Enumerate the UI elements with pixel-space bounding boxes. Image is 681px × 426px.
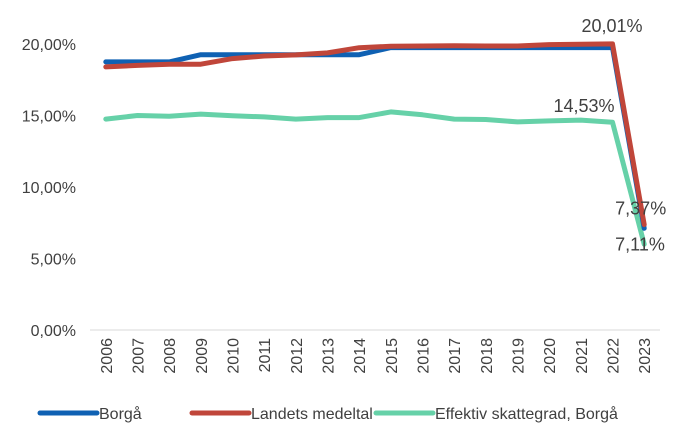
series-line-1 [103,41,647,228]
x-tick-label: 2021 [574,338,591,374]
data-label: 14,53% [554,96,615,116]
x-tick-label: 2011 [257,338,274,373]
x-tick-label: 2006 [99,338,116,374]
x-tick-label: 2019 [511,338,528,374]
x-tick-label: 2008 [162,338,179,374]
x-tick-label: 2013 [321,338,338,374]
legend-label: Effektiv skattegrad, Borgå [435,405,618,423]
x-tick-label: 2015 [384,338,401,374]
series-layer [103,41,647,247]
x-tick-labels: 2006 2007 2008 2009 2010 2011 2012 2013 2014 2015… [99,338,654,374]
x-tick-label: 2023 [637,338,654,374]
y-tick-labels: 0,00% 5,00% 10,00% 15,00% 20,00% [22,37,76,340]
x-tick-label: 2012 [289,338,306,374]
y-tick-label: 10,00% [22,180,76,197]
legend-label: Landets medeltal [251,406,373,423]
legend-label: Borgå [99,405,142,423]
x-tick-label: 2016 [416,338,433,374]
series-line-2 [103,109,647,247]
legend: Borgå Landets medeltal Effektiv skattegrad… [37,405,618,423]
y-tick-label: 5,00% [31,252,76,269]
data-labels: 20,01% 14,53% 7,37% 7,11% [554,16,667,254]
y-tick-label: 15,00% [22,109,76,126]
x-tick-label: 2009 [194,338,211,374]
y-tick-label: 0,00% [31,323,76,340]
data-label: 7,37% [615,199,666,219]
x-tick-label: 2020 [542,338,559,374]
x-tick-label: 2022 [606,338,623,374]
x-tick-label: 2007 [131,338,148,374]
data-label: 20,01% [582,16,643,36]
y-tick-label: 20,00% [22,37,76,54]
x-tick-label: 2010 [226,338,243,374]
series-line-0 [103,45,647,231]
x-tick-label: 2018 [479,338,496,374]
x-tick-label: 2014 [352,338,369,374]
x-tick-label: 2017 [447,338,464,374]
data-label: 7,11% [615,234,665,254]
